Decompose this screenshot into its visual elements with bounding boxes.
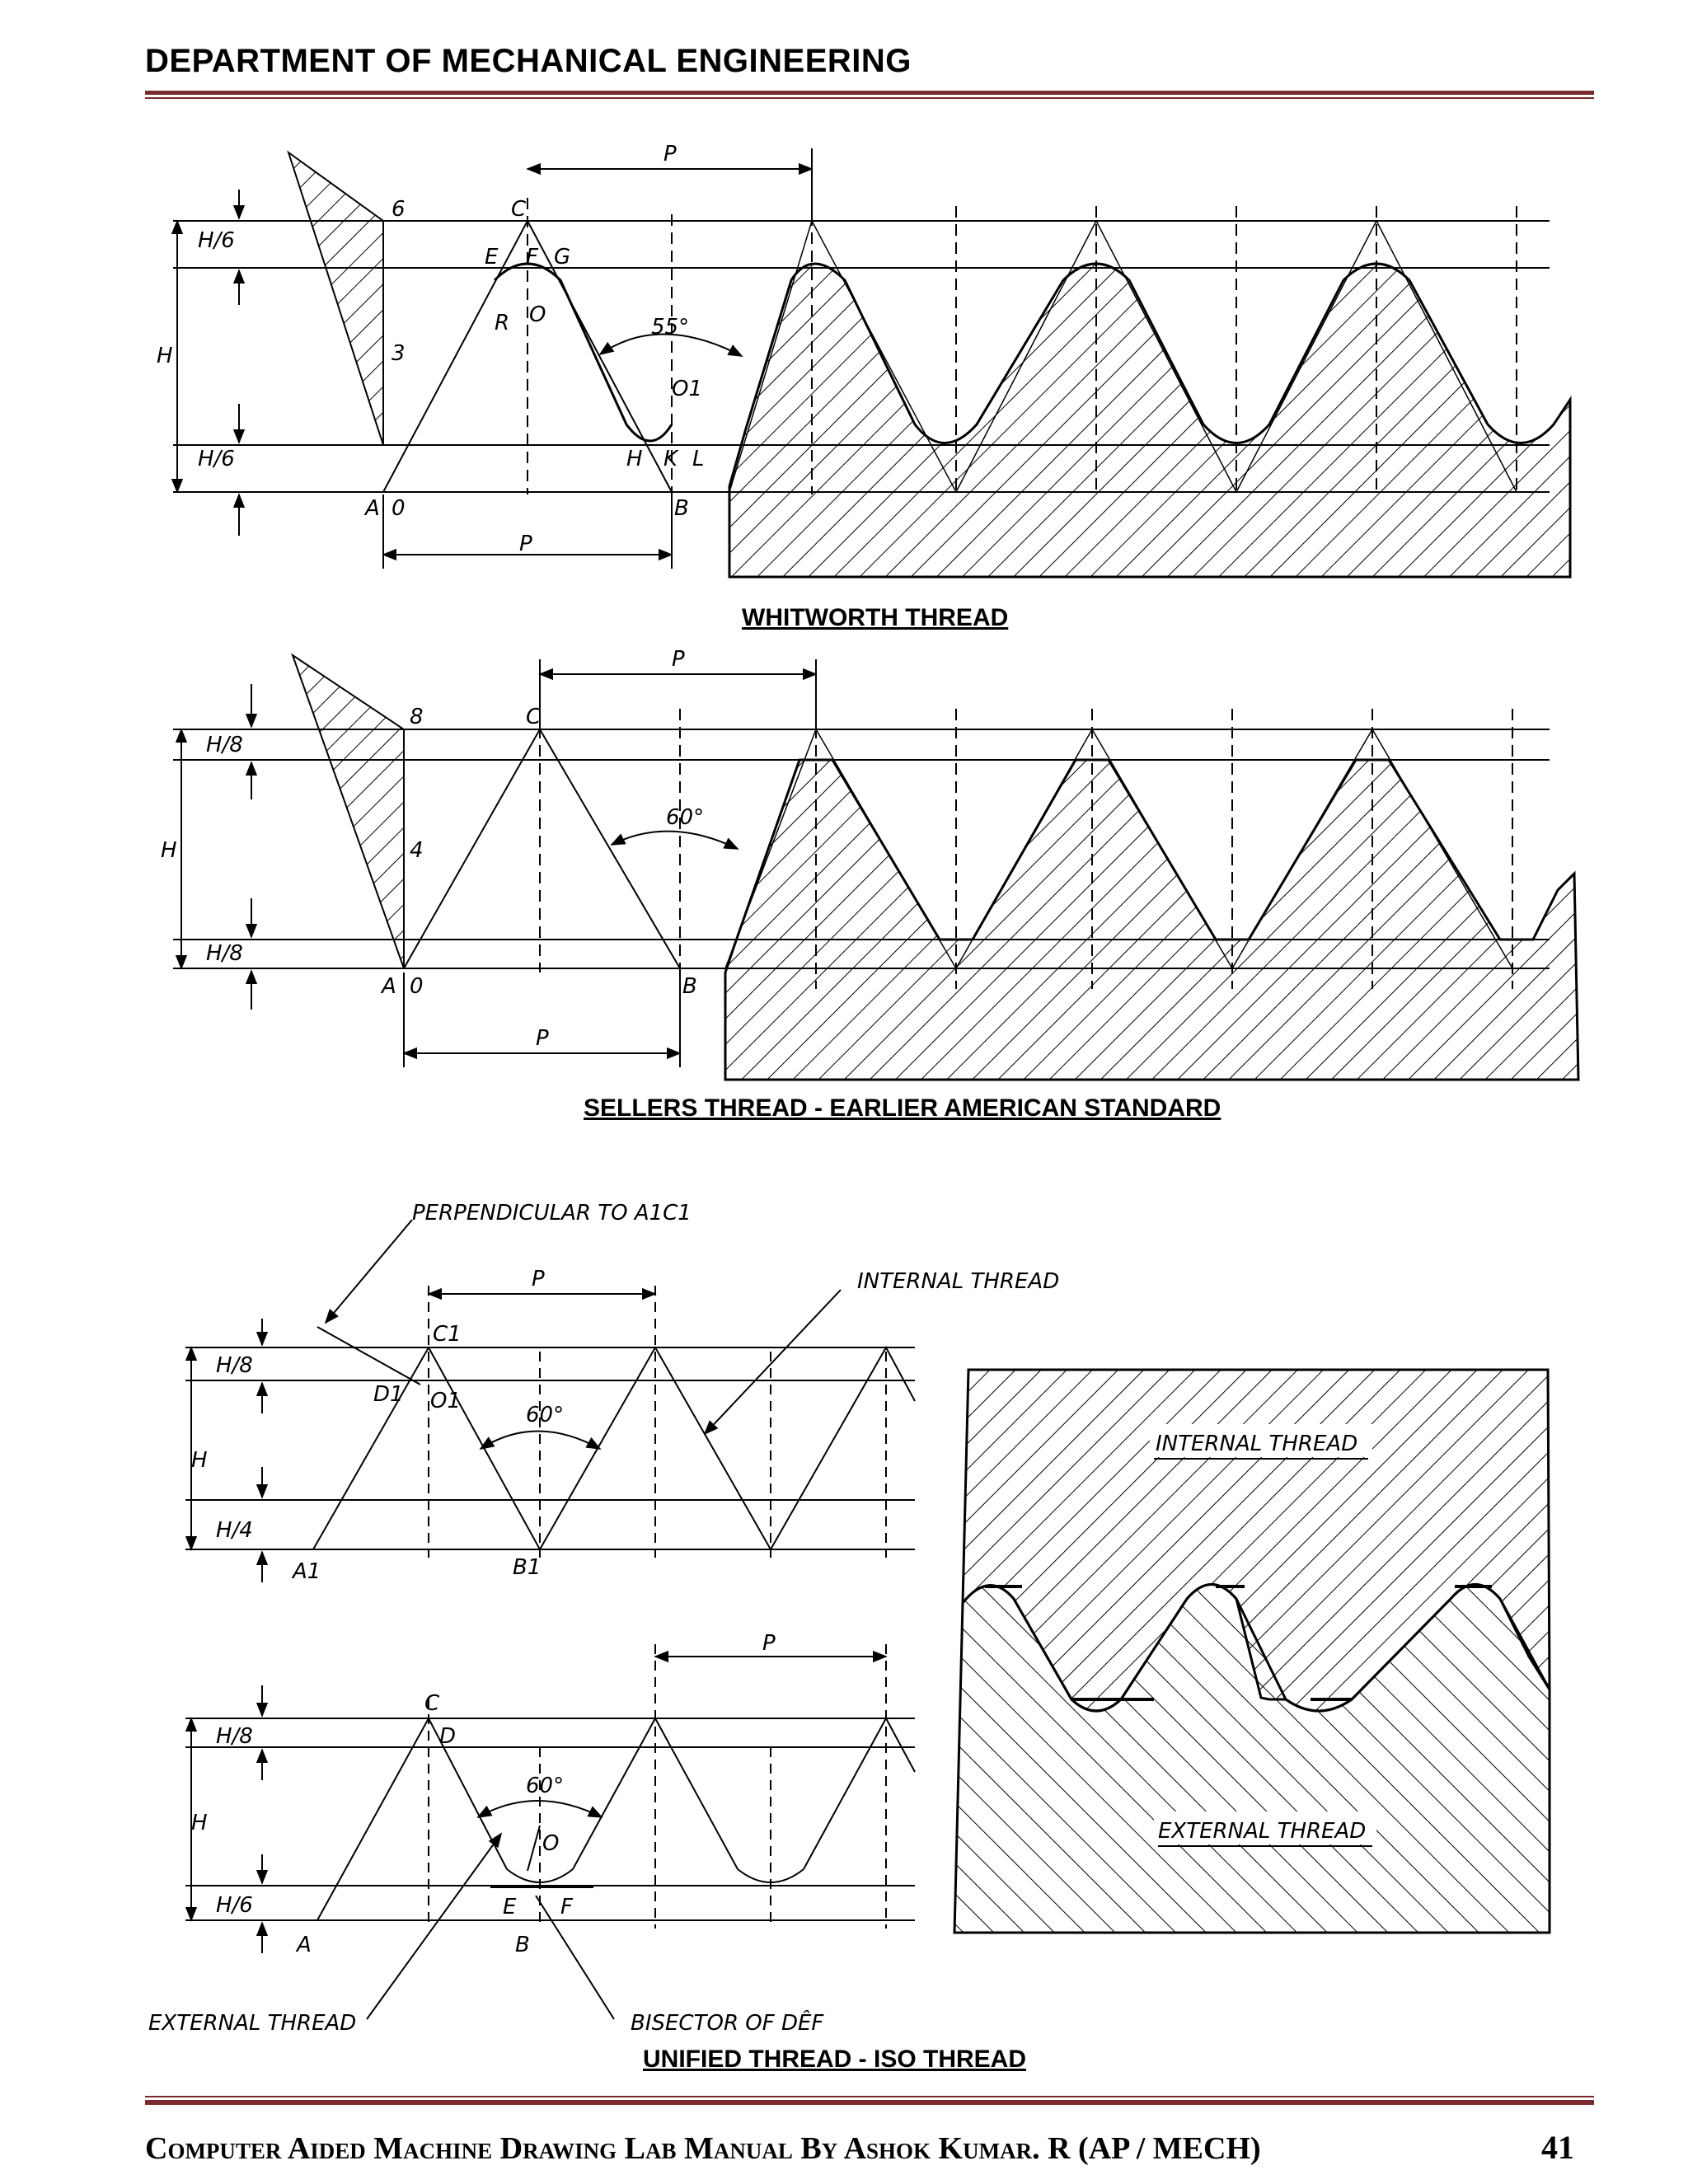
unified-internal-labels: PERPENDICULAR TO A1C1 INTERNAL THREAD P … <box>191 1201 1059 1584</box>
whitworth-h6-top: H/6 <box>198 228 235 253</box>
unified-pitch-1: P <box>532 1267 545 1291</box>
unified-pt-f: F <box>560 1895 574 1919</box>
unified-internal-thread-section: INTERNAL THREAD <box>1156 1432 1357 1456</box>
whitworth-pt-g: G <box>554 245 570 269</box>
whitworth-pt-zero: 0 <box>392 496 406 521</box>
unified-h8-2: H/8 <box>216 1724 253 1749</box>
sellers-pt-c: C <box>526 705 542 729</box>
whitworth-div-3: 3 <box>392 341 406 366</box>
whitworth-pt-l: L <box>692 447 705 471</box>
unified-bisector: BISECTOR OF DÊF <box>631 2009 824 2036</box>
unified-height-2: H <box>191 1811 208 1835</box>
whitworth-pitch-top: P <box>663 142 677 166</box>
whitworth-pt-b: B <box>674 496 689 521</box>
whitworth-caption: WHITWORTH THREAD <box>742 604 1009 631</box>
sellers-pitch-top: P <box>672 647 685 672</box>
sellers-pitch-bottom: P <box>536 1026 549 1051</box>
whitworth-pt-r: R <box>495 311 509 335</box>
header-rule-thin <box>145 97 1594 99</box>
unified-angle-1: 60° <box>526 1403 564 1427</box>
sellers-pt-a: A <box>380 974 396 999</box>
whitworth-pt-o1: O1 <box>672 377 702 401</box>
whitworth-pt-h: H <box>626 447 643 471</box>
sellers-angle: 60° <box>666 805 704 830</box>
sellers-div-8: 8 <box>410 705 424 729</box>
footer-rule-thin <box>145 2096 1594 2097</box>
sellers-pt-zero: 0 <box>410 974 424 999</box>
unified-h8-1: H/8 <box>216 1353 253 1378</box>
whitworth-div-6: 6 <box>392 197 406 222</box>
whitworth-pt-k: K <box>663 447 679 471</box>
sellers-figure <box>173 653 1580 1081</box>
unified-perpendicular: PERPENDICULAR TO A1C1 <box>412 1201 692 1226</box>
whitworth-pt-e: E <box>485 245 499 269</box>
sellers-h8-bottom: H/8 <box>206 941 243 966</box>
whitworth-pitch-bottom: P <box>519 532 532 556</box>
unified-external-labels: P H H/8 H/6 60° C D O E F A B EXTERNAL T… <box>148 1631 824 2036</box>
unified-pt-d1: D1 <box>373 1382 404 1407</box>
unified-internal-figure <box>185 1219 916 1582</box>
sellers-caption: SELLERS THREAD - EARLIER AMERICAN STANDA… <box>584 1094 1221 1122</box>
unified-caption: UNIFIED THREAD - ISO THREAD <box>643 2046 1026 2073</box>
unified-angle-2: 60° <box>526 1774 564 1798</box>
unified-section-figure <box>953 1368 1551 1934</box>
whitworth-h6-bottom: H/6 <box>198 447 235 471</box>
whitworth-height: H <box>157 344 173 368</box>
sellers-pt-b: B <box>682 974 697 999</box>
sellers-h8-top: H/8 <box>206 733 243 757</box>
whitworth-pt-o: O <box>529 302 546 327</box>
page-number: 41 <box>1541 2129 1574 2166</box>
whitworth-pt-a: A <box>363 496 380 521</box>
unified-external-thread-section: EXTERNAL THREAD <box>1158 1819 1366 1844</box>
sellers-height: H <box>161 838 177 863</box>
unified-section-labels: INTERNAL THREAD EXTERNAL THREAD <box>1150 1424 1376 1847</box>
unified-pt-o1: O1 <box>430 1389 461 1413</box>
unified-pt-b1: B1 <box>513 1555 541 1580</box>
unified-internal-thread-label: INTERNAL THREAD <box>857 1269 1059 1294</box>
sellers-div-4: 4 <box>410 838 424 863</box>
unified-height-1: H <box>191 1448 208 1473</box>
whitworth-labels: P P H H/6 H/6 55° C E F G O R O1 H K L A… <box>157 142 705 556</box>
unified-pt-a1: A1 <box>291 1559 321 1584</box>
whitworth-angle: 55° <box>651 315 689 340</box>
unified-pt-o: O <box>542 1831 559 1856</box>
unified-pt-b: B <box>515 1933 530 1957</box>
page-header-title: DEPARTMENT OF MECHANICAL ENGINEERING <box>145 43 912 79</box>
unified-pt-e: E <box>503 1895 517 1919</box>
footer-rule <box>145 2100 1594 2105</box>
sellers-labels: P P H H/8 H/8 60° C A 0 B 8 4 <box>161 647 704 1051</box>
whitworth-pt-c: C <box>511 197 527 222</box>
unified-pt-c1: C1 <box>433 1322 462 1347</box>
unified-h4-1: H/4 <box>216 1518 253 1543</box>
whitworth-figure <box>171 148 1572 579</box>
unified-external-figure <box>185 1644 916 2020</box>
unified-pt-d: D <box>439 1724 456 1749</box>
header-rule <box>145 91 1594 95</box>
footer-text: Computer Aided Machine Drawing Lab Manua… <box>145 2131 1261 2166</box>
whitworth-pt-f: F <box>526 245 539 269</box>
unified-h6-2: H/6 <box>216 1893 253 1918</box>
unified-pt-a: A <box>295 1933 312 1957</box>
unified-pitch-2: P <box>762 1631 776 1656</box>
unified-pt-c: C <box>424 1691 440 1716</box>
unified-external-thread-label: EXTERNAL THREAD <box>148 2011 356 2036</box>
